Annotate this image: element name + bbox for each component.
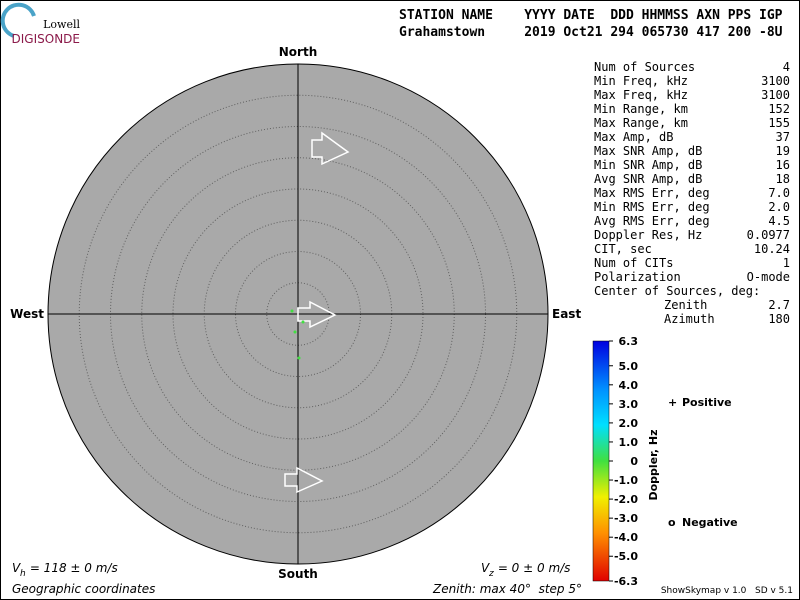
source-point: [301, 320, 305, 324]
colorbar-tick-label: 3.0: [619, 398, 639, 411]
logo-bottom: DIGISONDE: [12, 32, 80, 46]
logo-top: Lowell: [43, 18, 80, 31]
stat-label: Min RMS Err, deg: [594, 200, 710, 214]
colorbar-tick-label: -1.0: [614, 474, 638, 487]
header-values: Grahamstown 2019 Oct21 294 065730 417 20…: [399, 25, 783, 40]
colorbar-tick-label: 4.0: [619, 379, 639, 392]
colorbar-tick-label: -5.0: [614, 550, 638, 563]
stat-value: 18: [776, 172, 790, 186]
legend-marker: o: [668, 516, 676, 529]
west-label: West: [10, 307, 44, 321]
stat-label: Avg SNR Amp, dB: [594, 172, 702, 186]
center-azimuth-label: Azimuth: [664, 312, 715, 326]
colorbar-tick-label: 1.0: [619, 436, 639, 449]
coords: Geographic coordinates: [12, 582, 155, 596]
stat-label: Doppler Res, Hz: [594, 228, 702, 242]
source-point: [297, 356, 301, 360]
stat-value: 16: [776, 158, 790, 172]
center-azimuth: 180: [768, 312, 790, 326]
stat-value: 152: [768, 102, 790, 116]
east-label: East: [552, 307, 581, 321]
header-labels: STATION NAME YYYY DATE DDD HHMMSS AXN PP…: [399, 8, 783, 23]
vh-sub: h: [20, 569, 26, 579]
stat-label: Polarization: [594, 270, 681, 284]
legend-label: Positive: [682, 396, 732, 409]
colorbar-tick-label: 6.3: [619, 335, 639, 348]
stat-value: 3100: [761, 74, 790, 88]
source-point: [290, 309, 294, 313]
stat-label: Max Freq, kHz: [594, 88, 688, 102]
vz-symbol: V: [481, 561, 490, 575]
stat-value: 155: [768, 116, 790, 130]
stat-value: 0.0977: [747, 228, 790, 242]
vh-text: = 118 ± 0 m/s: [26, 561, 118, 575]
vz-sub: z: [488, 569, 494, 579]
stat-value: 10.24: [754, 242, 790, 256]
colorbar-label: Doppler, Hz: [647, 429, 660, 500]
vz-text: = 0 ± 0 m/s: [494, 561, 570, 575]
stat-label: Max Amp, dB: [594, 130, 673, 144]
stat-label: Max SNR Amp, dB: [594, 144, 702, 158]
colorbar-tick-label: 2.0: [619, 417, 639, 430]
center-zenith: 2.7: [768, 298, 790, 312]
colorbar-tick-label: -3.0: [614, 512, 638, 525]
legend-label: Negative: [682, 516, 738, 529]
stat-value: 19: [776, 144, 790, 158]
north-label: North: [279, 45, 317, 59]
stat-value: 4.5: [768, 214, 790, 228]
vh-symbol: V: [12, 561, 21, 575]
stat-label: Num of Sources: [594, 60, 695, 74]
colorbar-tick-label: -6.3: [614, 575, 638, 588]
center-zenith-label: Zenith: [664, 298, 707, 312]
stat-value: 2.0: [768, 200, 790, 214]
stat-value: 7.0: [768, 186, 790, 200]
zenith-note: Zenith: max 40° step 5°: [432, 582, 582, 596]
stat-label: Max Range, km: [594, 116, 688, 130]
colorbar-tick-label: 5.0: [619, 360, 639, 373]
stat-value: 37: [776, 130, 790, 144]
stat-label: Min Freq, kHz: [594, 74, 688, 88]
stat-value: 3100: [761, 88, 790, 102]
colorbar-tick-label: 0: [630, 455, 638, 468]
stat-label: Min SNR Amp, dB: [594, 158, 702, 172]
colorbar: [592, 340, 610, 582]
legend-marker: +: [668, 396, 677, 409]
center-title: Center of Sources, deg:: [594, 284, 760, 298]
south-label: South: [278, 567, 318, 581]
version: ShowSkymap v 1.0 SD v 5.1: [661, 586, 793, 596]
stat-label: CIT, sec: [594, 242, 652, 256]
stat-label: Min Range, km: [594, 102, 688, 116]
colorbar-tick-label: -2.0: [614, 493, 638, 506]
velocity-arrow: [284, 466, 324, 494]
stat-value: 1: [783, 256, 790, 270]
velocity-arrow: [297, 300, 337, 329]
colorbar-tick-label: -4.0: [614, 531, 638, 544]
logo-arc: [0, 2, 36, 38]
source-point: [293, 330, 297, 334]
velocity-arrow: [311, 131, 350, 166]
stat-label: Num of CITs: [594, 256, 673, 270]
stat-value: 4: [783, 60, 790, 74]
stat-label: Avg RMS Err, deg: [594, 214, 710, 228]
stat-value: O-mode: [747, 270, 790, 284]
stat-label: Max RMS Err, deg: [594, 186, 710, 200]
